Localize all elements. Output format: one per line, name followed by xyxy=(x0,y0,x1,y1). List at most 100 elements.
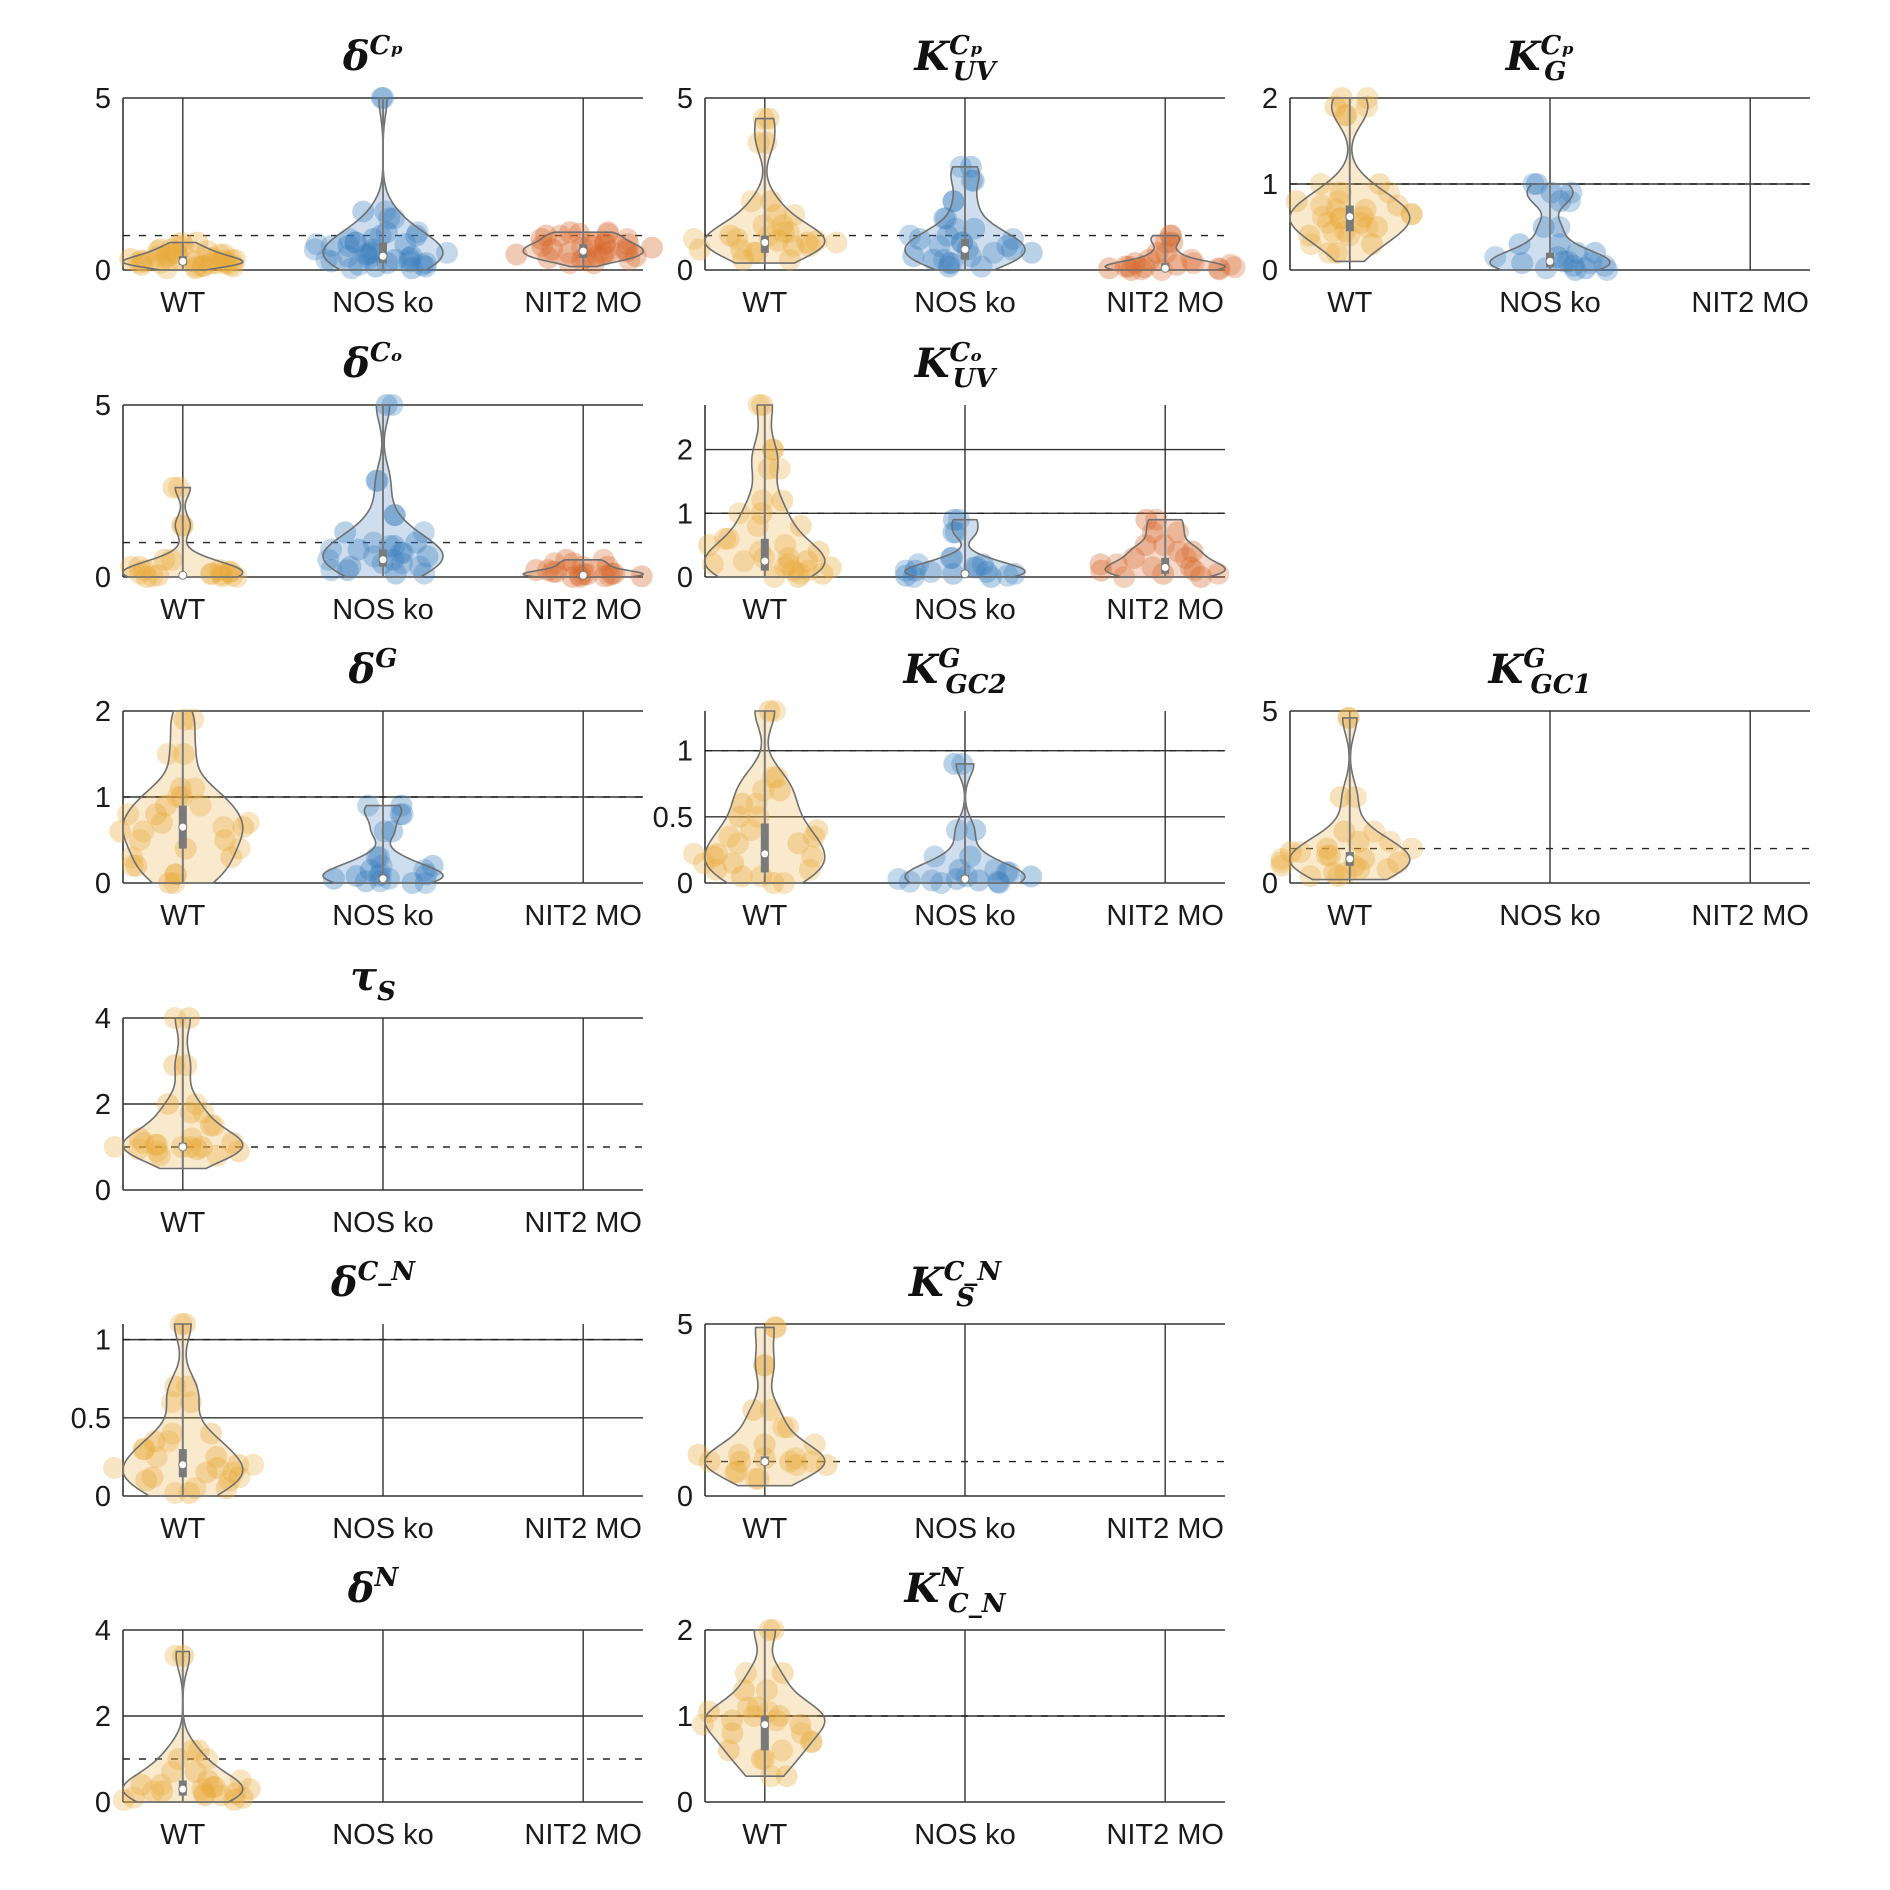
x-tick-label: WT xyxy=(160,1513,205,1545)
chart-panel: 0 5 WT NOS ko NIT2 MO KC_N S xyxy=(677,1257,1225,1545)
y-tick-label: 0 xyxy=(677,1481,693,1513)
data-point xyxy=(1133,256,1156,279)
data-point xyxy=(320,538,343,561)
panel-title: KG GC2 xyxy=(903,644,1007,700)
data-point xyxy=(132,1131,155,1154)
x-tick-label: NOS ko xyxy=(914,1819,1016,1851)
data-point xyxy=(1329,207,1352,230)
data-point xyxy=(220,253,242,276)
data-point xyxy=(206,1456,229,1479)
data-point xyxy=(750,502,773,525)
data-point xyxy=(337,234,360,257)
violin-group xyxy=(1089,508,1230,588)
data-point xyxy=(354,870,377,893)
data-point xyxy=(887,868,910,890)
violin-box xyxy=(760,1716,769,1751)
panel-title: δC_N xyxy=(330,1257,416,1306)
data-point xyxy=(242,1453,265,1476)
violin-group xyxy=(899,155,1043,278)
data-point xyxy=(1335,104,1358,127)
x-tick-label: NIT2 MO xyxy=(1691,287,1809,319)
data-point xyxy=(415,863,438,886)
data-point xyxy=(358,247,381,269)
data-point xyxy=(344,231,367,254)
violin-median xyxy=(960,874,970,884)
data-point xyxy=(730,865,753,888)
data-point xyxy=(1376,858,1399,881)
data-point xyxy=(944,217,967,240)
x-tick-label: NIT2 MO xyxy=(1106,287,1224,319)
data-point xyxy=(541,238,564,261)
x-tick-label: WT xyxy=(160,594,205,626)
data-point xyxy=(737,1696,759,1719)
data-point xyxy=(179,1136,202,1158)
x-tick-label: NIT2 MO xyxy=(1691,900,1809,932)
data-point xyxy=(571,248,593,271)
x-tick-label: WT xyxy=(1327,287,1372,319)
data-point xyxy=(725,1460,748,1483)
data-point xyxy=(772,221,795,244)
data-point xyxy=(940,252,963,275)
data-point xyxy=(173,708,196,731)
data-point xyxy=(184,1760,207,1783)
data-point xyxy=(1562,254,1585,277)
violin-median xyxy=(178,1460,188,1470)
violin-group xyxy=(691,1619,826,1788)
x-tick-label: NIT2 MO xyxy=(1106,594,1224,626)
data-point xyxy=(596,222,619,245)
data-point xyxy=(895,564,917,587)
data-point xyxy=(536,559,559,582)
x-tick-label: WT xyxy=(742,1819,787,1851)
x-tick-label: NOS ko xyxy=(914,1513,1016,1545)
violin-median xyxy=(378,555,388,565)
y-tick-label: 2 xyxy=(95,1089,111,1121)
data-point xyxy=(112,1788,135,1811)
x-tick-label: WT xyxy=(160,900,205,932)
panel-title: KG GC1 xyxy=(1488,644,1592,700)
violin-median xyxy=(578,570,588,580)
data-point xyxy=(902,245,925,268)
data-point xyxy=(320,250,343,273)
data-point xyxy=(415,252,438,275)
data-point xyxy=(195,1461,218,1484)
data-point xyxy=(598,240,621,263)
data-point xyxy=(706,842,729,865)
data-point xyxy=(109,820,132,843)
data-point xyxy=(593,233,616,256)
y-tick-label: 2 xyxy=(677,435,693,467)
data-point xyxy=(117,803,139,826)
data-point xyxy=(982,241,1005,264)
data-point xyxy=(562,552,585,575)
data-point xyxy=(119,248,142,270)
data-point xyxy=(369,224,392,247)
data-point xyxy=(381,820,404,843)
chart-panel: 0 5 WT NOS ko NIT2 MO KG GC1 xyxy=(1262,644,1810,932)
data-point xyxy=(790,1722,813,1745)
y-tick-label: 1 xyxy=(677,498,693,530)
chart-panel: 0 5 WT NOS ko NIT2 MO δCₚ xyxy=(95,31,663,319)
data-point xyxy=(721,1722,744,1745)
data-point xyxy=(305,233,328,256)
x-tick-label: NOS ko xyxy=(914,594,1016,626)
data-point xyxy=(752,214,775,237)
data-point xyxy=(222,255,245,278)
violin-group xyxy=(1285,87,1423,264)
data-point xyxy=(1540,181,1563,204)
x-tick-label: NIT2 MO xyxy=(524,287,642,319)
x-tick-label: NOS ko xyxy=(914,900,1016,932)
data-point xyxy=(184,257,207,280)
data-point xyxy=(698,1450,721,1473)
data-point xyxy=(742,1705,765,1727)
data-point xyxy=(179,1101,202,1124)
data-point xyxy=(1354,198,1377,221)
data-point xyxy=(142,1780,165,1803)
data-point xyxy=(193,1782,216,1805)
x-tick-label: NIT2 MO xyxy=(524,1207,642,1239)
data-point xyxy=(806,819,829,842)
data-point xyxy=(155,257,178,280)
data-point xyxy=(803,1433,826,1456)
data-point xyxy=(322,867,345,890)
data-point xyxy=(215,252,238,275)
data-point xyxy=(228,1466,251,1489)
data-point xyxy=(151,1780,174,1803)
